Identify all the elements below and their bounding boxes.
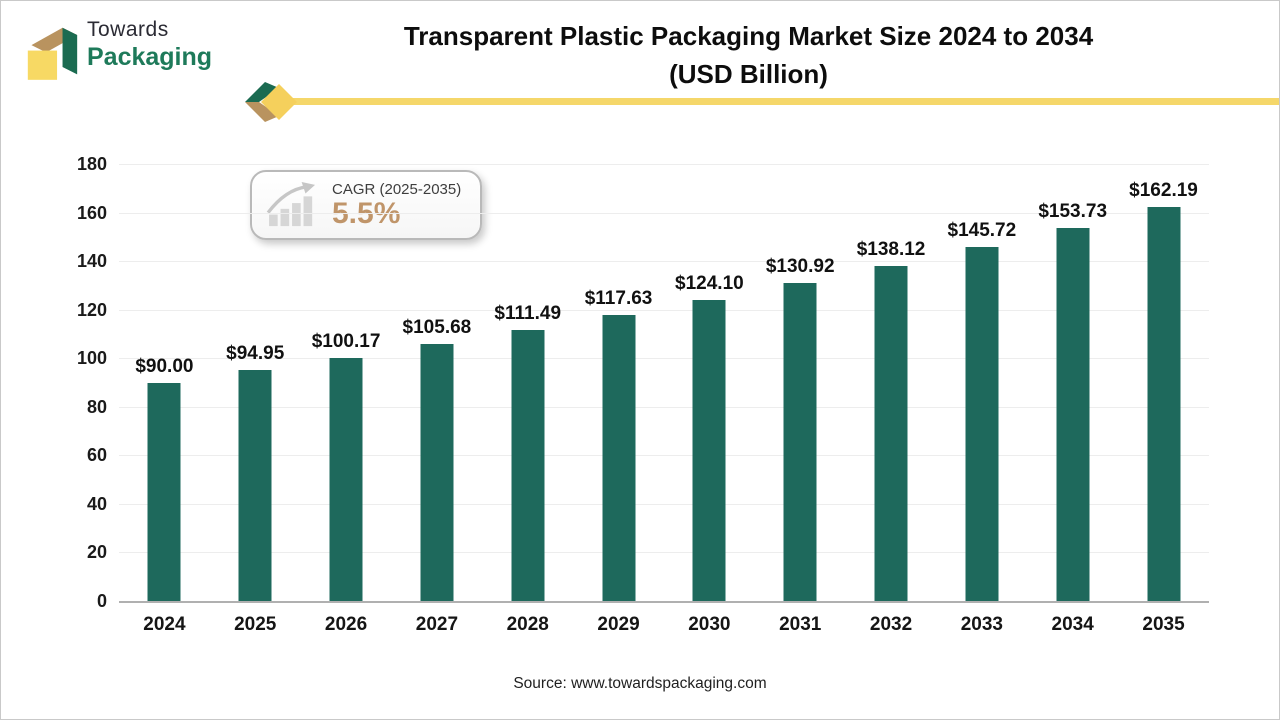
y-tick-label-100: 100 — [76, 348, 107, 369]
x-tick-label-2025: 2025 — [234, 614, 277, 635]
y-tick-label-140: 140 — [76, 251, 107, 272]
cagr-badge: CAGR (2025-2035) 5.5% — [250, 170, 482, 240]
bar-series: $90.00 $94.95 $100.17 $105.68 $111.49 $117.63… — [119, 164, 1209, 601]
y-axis-labels: 0 20 40 60 80 100 120 140 160 180 — [1, 154, 107, 611]
bar-chart-plot-area: $90.00 $94.95 $100.17 $105.68 $111.49 $117.63… — [119, 164, 1209, 603]
bar-value-label-2025: $94.95 — [226, 343, 285, 365]
bar-2033 — [965, 247, 999, 601]
bar-value-label-2033: $145.72 — [947, 220, 1017, 242]
x-tick-label-2024: 2024 — [143, 614, 186, 635]
bar-2034 — [1056, 227, 1090, 601]
diamond-accent-icon — [245, 82, 297, 122]
bar-2026 — [329, 357, 363, 601]
bar-group-2034: $153.73 — [1027, 164, 1118, 601]
logo-packaging-text: Packaging — [87, 43, 213, 72]
bar-2027 — [420, 344, 454, 601]
growth-chart-icon — [266, 182, 316, 227]
bar-2025 — [238, 370, 272, 601]
bar-group-2035: $162.19 — [1118, 164, 1209, 601]
gridline-20 — [119, 552, 1209, 554]
chart-title-line2: (USD Billion) — [669, 59, 828, 89]
gridline-180 — [119, 164, 1209, 165]
bar-value-label-2035: $162.19 — [1129, 180, 1198, 202]
gridline-120 — [119, 309, 1209, 311]
x-tick-label-2030: 2030 — [688, 614, 731, 635]
bar-2028 — [511, 330, 545, 601]
logo-towards-text: Towards — [87, 18, 169, 41]
bar-value-label-2024: $90.00 — [135, 355, 194, 377]
x-tick-label-2026: 2026 — [324, 614, 368, 635]
bar-group-2032: $138.12 — [846, 164, 937, 601]
y-tick-label-80: 80 — [86, 396, 107, 417]
y-tick-label-40: 40 — [86, 493, 107, 514]
source-text: Source: www.towardspackaging.com — [513, 675, 767, 692]
bar-value-label-2032: $138.12 — [856, 238, 926, 260]
x-tick-label-2027: 2027 — [415, 614, 459, 635]
gridline-140 — [119, 261, 1209, 263]
brand-cube-icon — [27, 27, 78, 80]
chart-title: Transparent Plastic Packaging Market Siz… — [216, 17, 1280, 93]
bar-value-label-2034: $153.73 — [1038, 200, 1108, 222]
bar-group-2030: $124.10 — [664, 164, 755, 601]
y-tick-label-180: 180 — [76, 154, 107, 174]
bar-value-label-2031: $130.92 — [765, 256, 835, 278]
bar-group-2027: $105.68 — [391, 164, 482, 601]
x-tick-label-2034: 2034 — [1051, 614, 1094, 635]
x-tick-label-2028: 2028 — [506, 614, 549, 635]
chart-title-line1: Transparent Plastic Packaging Market Siz… — [403, 21, 1094, 51]
y-tick-label-20: 20 — [86, 542, 107, 563]
y-tick-label-160: 160 — [76, 202, 107, 223]
bar-group-2029: $117.63 — [573, 164, 664, 601]
gridline-40 — [119, 503, 1209, 505]
y-tick-label-0: 0 — [96, 591, 107, 611]
bar-value-label-2028: $111.49 — [494, 303, 562, 325]
gridline-60 — [119, 455, 1209, 457]
gridline-100 — [119, 358, 1209, 360]
title-underline-rule — [287, 98, 1279, 105]
gridline-160 — [119, 212, 1209, 214]
bar-value-label-2026: $100.17 — [311, 330, 381, 352]
x-tick-label-2032: 2032 — [869, 614, 913, 635]
bar-value-label-2029: $117.63 — [584, 288, 653, 310]
x-tick-label-2029: 2029 — [597, 614, 640, 635]
bar-2029 — [602, 315, 636, 601]
bar-2032 — [874, 265, 908, 601]
x-tick-label-2031: 2031 — [779, 614, 822, 635]
gridline-80 — [119, 406, 1209, 408]
bar-2030 — [692, 299, 726, 601]
bar-value-label-2030: $124.10 — [675, 272, 744, 294]
bar-group-2026: $100.17 — [301, 164, 392, 601]
bar-2035 — [1147, 207, 1181, 601]
bar-2031 — [783, 283, 817, 601]
bar-group-2024: $90.00 — [119, 164, 210, 601]
x-tick-label-2035: 2035 — [1142, 614, 1185, 635]
y-tick-label-120: 120 — [76, 299, 107, 320]
brand-logo: Towards Packaging — [15, 9, 212, 83]
x-tick-label-2033: 2033 — [960, 614, 1003, 635]
y-tick-label-60: 60 — [86, 445, 107, 466]
bar-2024 — [147, 382, 181, 601]
bar-value-label-2027: $105.68 — [402, 317, 472, 339]
bar-group-2025: $94.95 — [210, 164, 301, 601]
x-axis-labels: 2024 2025 2026 2027 2028 2029 2030 2031 2032 2033… — [119, 614, 1209, 636]
bar-group-2031: $130.92 — [755, 164, 846, 601]
cagr-label: CAGR (2025-2035) — [332, 180, 462, 198]
brand-logo-text: Towards Packaging — [87, 18, 213, 72]
bar-group-2033: $145.72 — [936, 164, 1027, 601]
bar-group-2028: $111.49 — [482, 164, 573, 601]
